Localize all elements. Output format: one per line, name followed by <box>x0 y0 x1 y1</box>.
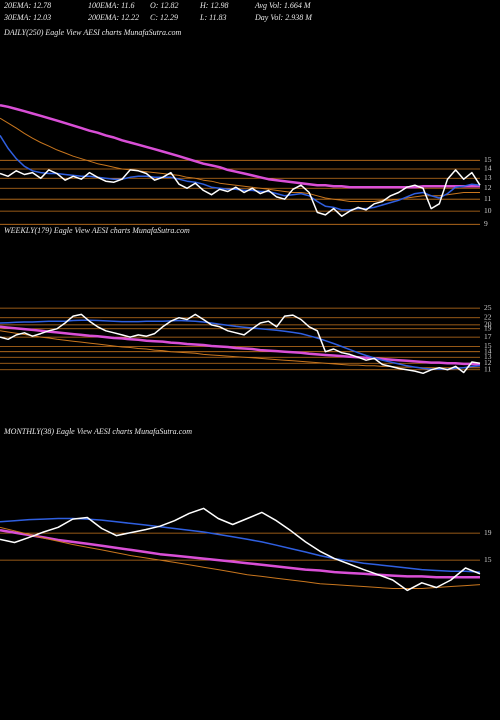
header-stat: 30EMA: 12.03 <box>3 13 51 22</box>
y-tick-label: 12 <box>484 358 492 367</box>
y-tick-label: 15 <box>484 555 492 564</box>
y-tick-label: 15 <box>484 341 492 350</box>
y-tick-label: 13 <box>484 352 492 361</box>
header-stat: O: 12.82 <box>150 1 178 10</box>
y-tick-label: 20 <box>484 320 492 329</box>
header-stat: 200EMA: 12.22 <box>88 13 139 22</box>
header-stat: H: 12.98 <box>199 1 228 10</box>
header-stat: C: 12.29 <box>150 13 178 22</box>
series-line <box>0 507 481 592</box>
y-tick-label: 14 <box>484 164 492 173</box>
y-tick-label: 11 <box>484 364 491 373</box>
panel-title: WEEKLY(179) Eagle View AESI charts Munaf… <box>4 226 190 235</box>
panel-title: DAILY(250) Eagle View AESI charts Munafa… <box>3 28 182 37</box>
y-tick-label: 13 <box>484 173 492 182</box>
y-tick-label: 9 <box>484 219 488 228</box>
series-line <box>0 528 480 579</box>
series-line <box>0 103 480 189</box>
panel-title: MONTHLY(38) Eagle View AESI charts Munaf… <box>3 427 192 436</box>
y-tick-label: 22 <box>484 312 492 321</box>
series-line <box>0 526 481 589</box>
y-tick-label: 15 <box>484 155 492 164</box>
series-line <box>0 319 481 370</box>
y-tick-label: 19 <box>484 323 492 332</box>
y-tick-label: 17 <box>484 332 492 341</box>
y-tick-label: 19 <box>484 528 492 537</box>
series-line <box>0 330 480 369</box>
y-tick-label: 10 <box>484 206 492 215</box>
y-tick-label: 11 <box>484 194 491 203</box>
series-line <box>0 313 481 375</box>
y-tick-label: 14 <box>484 346 492 355</box>
series-line <box>0 325 481 366</box>
y-tick-label: 12 <box>484 183 492 192</box>
series-line <box>0 169 481 217</box>
header-stat: Day Vol: 2.938 M <box>254 13 313 22</box>
header-stat: L: 11.83 <box>199 13 227 22</box>
y-tick-label: 25 <box>484 303 492 312</box>
header-stat: 20EMA: 12.78 <box>4 1 51 10</box>
header-stat: Avg Vol: 1.664 M <box>254 1 312 10</box>
header-stat: 100EMA: 11.6 <box>88 1 135 10</box>
